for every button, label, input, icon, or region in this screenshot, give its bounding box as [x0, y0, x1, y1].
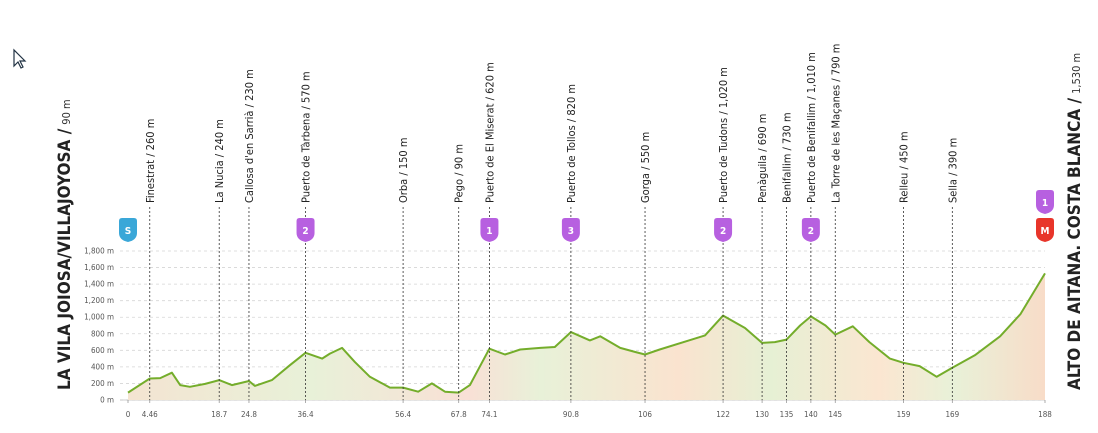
y-tick-label: 1,600 m	[84, 263, 114, 272]
badge-label: 2	[808, 226, 814, 237]
x-tick-label: 67.8	[451, 410, 467, 419]
waypoint-label: Puerto de Tàrbena / 570 m	[300, 71, 313, 203]
waypoint-label: Orba / 150 m	[397, 138, 410, 204]
start-label-group: LA VILA JOIOSA/VILLAJOYOSA / 90 m	[55, 99, 75, 390]
waypoint-label: La Torre de les Maçanes / 790 m	[829, 44, 842, 203]
profile-line	[127, 272, 1046, 394]
y-tick-label: 1,200 m	[84, 296, 114, 305]
badge-label: 3	[568, 226, 574, 237]
waypoint-label: Puerto de El Miserat / 620 m	[483, 62, 496, 203]
waypoint-label: Sella / 390 m	[946, 138, 959, 203]
y-tick-label: 1,000 m	[84, 313, 114, 322]
waypoint-label: Gorga / 550 m	[639, 132, 652, 203]
y-tick-label: 800 m	[91, 329, 114, 338]
finish-label: ALTO DE AITANA. COSTA BLANCA /	[1065, 98, 1085, 390]
x-tick-label: 74.1	[481, 410, 497, 419]
badge	[1036, 190, 1054, 214]
x-tick-label: 135	[780, 410, 794, 419]
x-tick-label: 18.7	[211, 410, 227, 419]
finish-altitude: 1,530 m	[1070, 53, 1083, 94]
start-label: LA VILA JOIOSA/VILLAJOYOSA /	[55, 128, 75, 390]
badge	[1036, 218, 1054, 242]
x-tick-label: 169	[945, 410, 959, 419]
x-tick-label: 24.8	[241, 410, 257, 419]
badge-label: M	[1041, 226, 1050, 237]
waypoint-label: Puerto de Tollos / 820 m	[565, 84, 578, 203]
y-tick-label: 200 m	[91, 379, 114, 388]
y-tick-label: 0 m	[100, 396, 114, 405]
start-altitude: 90 m	[60, 99, 73, 124]
badge-label: 2	[720, 226, 726, 237]
y-tick-label: 400 m	[91, 362, 114, 371]
x-tick-label: 140	[804, 410, 818, 419]
x-tick-label: 36.4	[298, 410, 314, 419]
badge	[801, 218, 820, 242]
x-tick-label: 90.8	[563, 410, 579, 419]
x-tick-label: 106	[638, 410, 652, 419]
waypoint-label: La Nucia / 240 m	[213, 119, 226, 203]
x-tick-label: 122	[716, 410, 730, 419]
badge-label: 1	[1042, 198, 1048, 209]
y-tick-label: 1,400 m	[84, 280, 114, 289]
badge	[296, 218, 315, 242]
x-tick-label: 188	[1038, 410, 1052, 419]
waypoint-label: Relleu / 450 m	[898, 131, 911, 203]
badge	[119, 218, 137, 242]
profile-area	[128, 273, 1045, 400]
waypoint-label: Pego / 90 m	[453, 144, 466, 203]
x-tick-label: 4.46	[142, 410, 158, 419]
waypoint-label: Benifallim / 730 m	[780, 112, 793, 203]
badge	[561, 218, 580, 242]
waypoint-label: Puerto de Benifallim / 1,010 m	[805, 52, 818, 203]
x-tick-label: 145	[828, 410, 842, 419]
x-tick-label: 0	[126, 410, 131, 419]
badge-label: S	[125, 226, 131, 237]
y-tick-label: 1,800 m	[84, 247, 114, 256]
waypoint-label: Puerto de Tudons / 1,020 m	[717, 67, 730, 203]
x-tick-label: 159	[897, 410, 911, 419]
badge	[714, 218, 733, 242]
badge-label: 2	[302, 226, 308, 237]
x-tick-label: 56.4	[395, 410, 411, 419]
finish-label-group: ALTO DE AITANA. COSTA BLANCA / 1,530 m	[1065, 53, 1085, 390]
badge-label: 1	[486, 226, 492, 237]
waypoint-label: Callosa d'en Sarrià / 230 m	[243, 69, 256, 203]
x-tick-label: 130	[755, 410, 769, 419]
waypoint-label: Finestrat / 260 m	[144, 119, 157, 203]
badge	[480, 218, 499, 242]
y-tick-label: 600 m	[91, 346, 114, 355]
waypoint-label: Penàguila / 690 m	[756, 114, 769, 203]
cursor	[13, 48, 27, 69]
